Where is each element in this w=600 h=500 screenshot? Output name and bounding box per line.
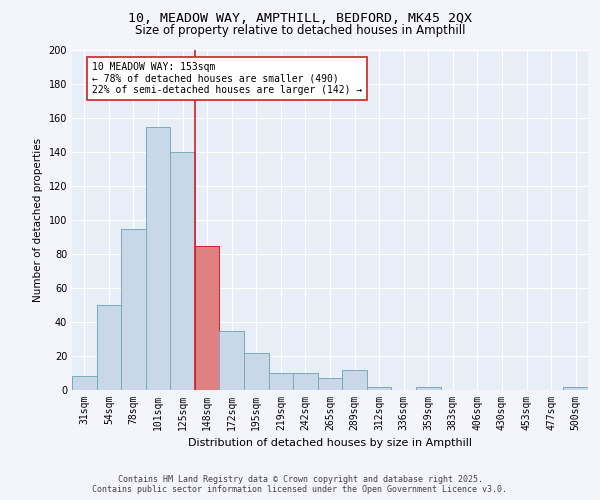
Bar	[121, 228, 146, 390]
Text: 10, MEADOW WAY, AMPTHILL, BEDFORD, MK45 2QX: 10, MEADOW WAY, AMPTHILL, BEDFORD, MK45 …	[128, 12, 472, 26]
Bar	[170, 152, 195, 390]
Bar	[244, 352, 269, 390]
Text: Contains HM Land Registry data © Crown copyright and database right 2025.
Contai: Contains HM Land Registry data © Crown c…	[92, 474, 508, 494]
Y-axis label: Number of detached properties: Number of detached properties	[33, 138, 43, 302]
Text: Size of property relative to detached houses in Ampthill: Size of property relative to detached ho…	[135, 24, 465, 37]
Text: 10 MEADOW WAY: 153sqm
← 78% of detached houses are smaller (490)
22% of semi-det: 10 MEADOW WAY: 153sqm ← 78% of detached …	[92, 62, 362, 95]
Bar	[269, 373, 293, 390]
Bar	[563, 386, 588, 390]
Bar	[367, 386, 391, 390]
Bar	[72, 376, 97, 390]
Bar	[293, 373, 318, 390]
Bar	[195, 246, 220, 390]
Bar	[220, 330, 244, 390]
Bar	[318, 378, 342, 390]
X-axis label: Distribution of detached houses by size in Ampthill: Distribution of detached houses by size …	[188, 438, 472, 448]
Bar	[416, 386, 440, 390]
Bar	[342, 370, 367, 390]
Bar	[146, 126, 170, 390]
Bar	[97, 305, 121, 390]
